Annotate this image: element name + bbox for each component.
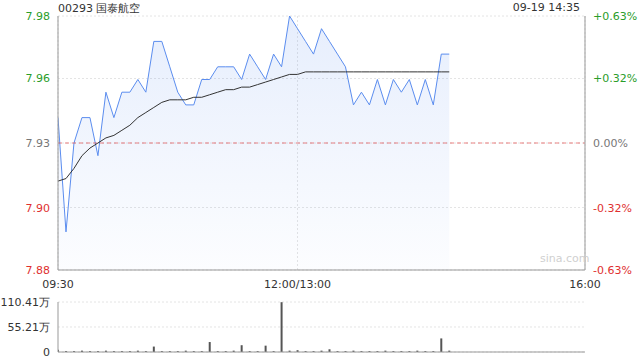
svg-text:12:00/13:00: 12:00/13:00 <box>264 278 331 291</box>
svg-text:09:30: 09:30 <box>42 278 74 291</box>
html-text:sina.com: sina.com <box>540 252 590 265</box>
svg-text:-0.63%: -0.63% <box>593 264 632 277</box>
svg-text:110.41万: 110.41万 <box>8 296 50 309</box>
svg-text:0.00%: 0.00% <box>593 137 628 150</box>
svg-text:7.88: 7.88 <box>26 264 51 277</box>
svg-text:7.98: 7.98 <box>26 10 51 23</box>
html-text:00293 国泰航空: 00293 国泰航空 <box>58 2 141 15</box>
svg-text:7.96: 7.96 <box>26 72 51 85</box>
svg-text:7.90: 7.90 <box>26 202 51 215</box>
html-text:09-19 14:35: 09-19 14:35 <box>512 1 580 14</box>
svg-text:0: 0 <box>43 346 50 358</box>
svg-text:+0.32%: +0.32% <box>593 72 632 85</box>
svg-text:16:00: 16:00 <box>569 278 601 291</box>
svg-text:-0.32%: -0.32% <box>593 202 632 215</box>
svg-text:+0.63%: +0.63% <box>593 10 632 23</box>
svg-text:7.93: 7.93 <box>26 137 51 150</box>
svg-text:55.21万: 55.21万 <box>8 321 50 334</box>
